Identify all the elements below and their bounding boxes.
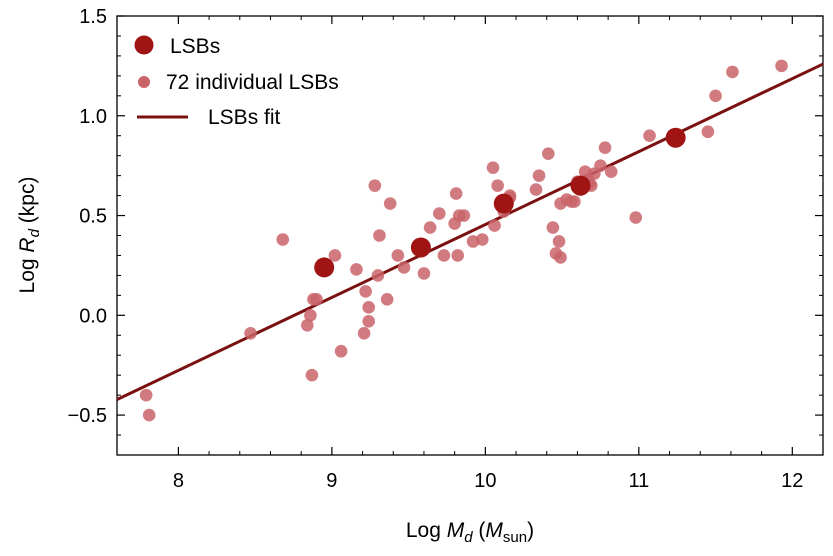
legend-symbol-individual-lsbs [138,76,150,88]
individual-lsb-point [451,249,465,262]
y-tick-label: 0.5 [79,206,107,228]
x-tick-label: 12 [781,470,803,492]
legend: LSBs 72 individual LSBs LSBs fit [134,35,339,129]
individual-lsb-point [350,263,363,276]
individual-lsb-point [142,408,156,422]
individual-lsb-point [304,309,317,322]
individual-lsb-point [362,301,376,314]
individual-lsb-point [359,285,372,298]
x-tick-label: 8 [173,470,184,492]
individual-lsb-point [488,219,501,232]
individual-lsb-point [328,249,342,262]
individual-lsb-point [276,233,290,246]
individual-lsb-point [552,235,566,248]
lsbs-series [314,127,686,278]
y-tick-label: 1.5 [79,6,107,28]
lsb-mean-point [665,127,686,148]
lsb-mean-point [314,257,335,278]
individual-lsb-point [423,221,437,234]
individual-lsb-point [301,318,314,332]
individual-lsb-point [709,89,722,103]
x-axis-title: Log Md (Msun) [406,519,534,546]
x-tick-label: 10 [474,470,496,492]
individual-lsb-point [532,169,546,182]
individual-lsb-point [726,65,739,79]
individual-lsb-point [417,267,431,280]
legend-symbol-lsbs [134,35,154,55]
individual-lsb-point [449,187,463,200]
individual-lsb-point [475,233,489,246]
y-axis: −0.5 0.0 0.5 1.0 1.5 [68,6,823,456]
lsb-mean-point [410,237,431,258]
legend-label-lsbs-fit: LSBs fit [208,106,281,129]
y-tick-label: 1.0 [79,106,107,128]
individual-lsb-point [371,269,385,282]
individual-lsb-point [334,344,348,358]
individual-lsb-point [362,315,376,328]
legend-label-lsbs: LSBs [170,35,220,58]
x-tick-label: 11 [628,470,649,492]
individual-lsb-point [383,197,397,210]
individual-lsb-point [604,165,618,178]
fit-line [116,62,824,401]
individual-lsb-point [486,161,500,174]
individual-lsb-point [775,59,788,73]
x-tick-label: 9 [326,470,337,492]
x-axis: 8 9 10 11 12 [173,16,803,492]
individual-lsb-point [643,129,656,143]
individual-lsb-point [357,326,371,340]
individual-lsb-point [391,249,405,262]
individual-lsb-point [546,221,560,234]
individual-lsb-point [457,209,471,222]
individual-lsb-point [310,293,323,306]
individual-lsb-point [437,249,451,262]
individual-lsb-point [568,195,581,208]
legend-label-individual-lsbs: 72 individual LSBs [166,71,339,94]
lsb-mean-point [493,193,514,214]
individual-lsb-point [594,159,607,172]
individual-lsb-point [433,207,446,220]
individual-lsb-point [701,125,715,139]
individual-lsbs-series [139,59,788,422]
individual-lsb-point [541,147,555,160]
individual-lsb-point [305,368,319,382]
individual-lsb-point [380,293,394,306]
lsb-mean-point [570,175,591,196]
individual-lsb-point [368,179,382,192]
individual-lsb-point [491,179,504,192]
y-axis-title: Log Rd (kpc) [16,177,43,294]
individual-lsb-point [139,388,153,402]
individual-lsb-point [629,211,643,224]
individual-lsb-point [373,229,386,242]
y-tick-label: 0.0 [79,305,107,327]
individual-lsb-point [397,261,411,274]
y-tick-label: −0.5 [68,405,107,427]
individual-lsb-point [554,251,567,264]
individual-lsb-point [529,183,543,196]
individual-lsb-point [244,326,257,340]
individual-lsb-point [598,141,612,154]
